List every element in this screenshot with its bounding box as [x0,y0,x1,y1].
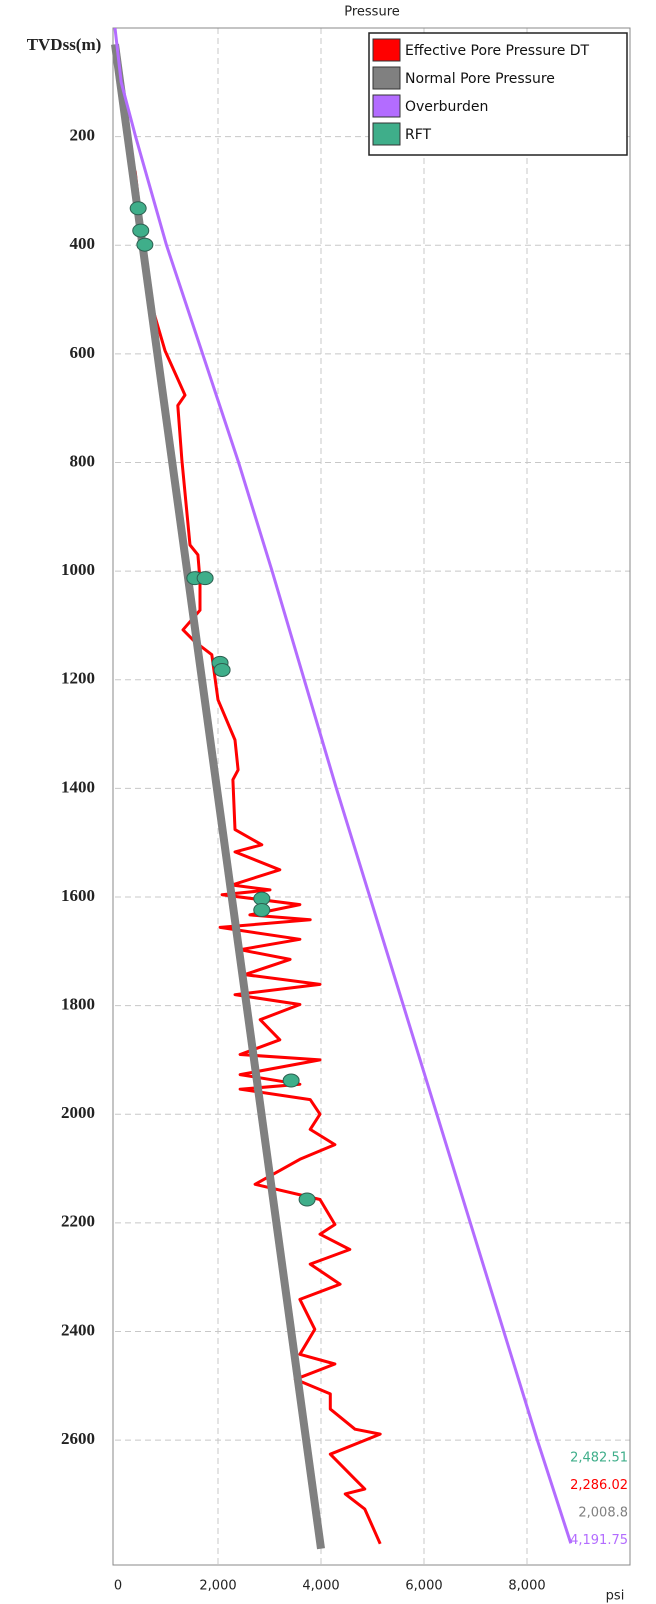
y-tick-label: 1600 [61,886,95,905]
y-tick-label: 400 [70,234,96,253]
rft-point [298,1192,316,1207]
legend-swatch [372,94,401,118]
rft-point [196,571,214,586]
y-tick-label: 1000 [61,560,95,579]
legend-swatch [372,38,401,62]
readout: 2,482.51 [570,1451,628,1466]
legend-box [368,32,628,156]
rft-point [213,662,231,677]
y-tick-label: 1800 [61,995,95,1014]
y-tick-label: 600 [70,343,96,362]
x-tick-label: 4,000 [302,1579,339,1594]
readout: 2,008.8 [578,1506,628,1521]
y-tick-label: 800 [70,451,96,470]
rft-point [132,223,150,238]
y-tick-label: 2200 [61,1212,95,1231]
rft-point [282,1073,300,1088]
series-line [113,27,573,1544]
series-line [133,170,382,1545]
rft-point [129,201,147,216]
y-tick-label: 2000 [61,1103,95,1122]
rft-point [136,237,154,252]
y-tick-label: 1200 [61,669,95,688]
chart-title: Pressure [344,5,400,20]
series-line [111,43,325,1550]
rft-point [253,903,271,918]
x-axis-label: psi [606,1589,625,1604]
x-tick-label: 8,000 [508,1579,545,1594]
y-tick-label: 2400 [61,1320,95,1339]
y-axis-label: TVDss(m) [27,35,102,54]
y-tick-label: 2600 [61,1429,95,1448]
plot-frame [112,27,631,1566]
legend-label: Overburden [405,99,488,115]
legend-swatch [372,122,401,146]
legend-label: Effective Pore Pressure DT [405,43,590,59]
x-tick-label: 2,000 [199,1579,236,1594]
legend: Effective Pore Pressure DT Normal Pore Pr… [368,32,628,156]
legend-label: RFT [405,127,432,143]
x-tick-label: 6,000 [405,1579,442,1594]
x-tick-label: 0 [114,1579,122,1594]
legend-swatch [372,66,401,90]
readout: 4,191.75 [570,1533,628,1548]
y-tick-label: 1400 [61,777,95,796]
readout: 2,286.02 [570,1478,628,1493]
legend-label: Normal Pore Pressure [405,71,555,87]
y-tick-label: 200 [70,126,96,145]
